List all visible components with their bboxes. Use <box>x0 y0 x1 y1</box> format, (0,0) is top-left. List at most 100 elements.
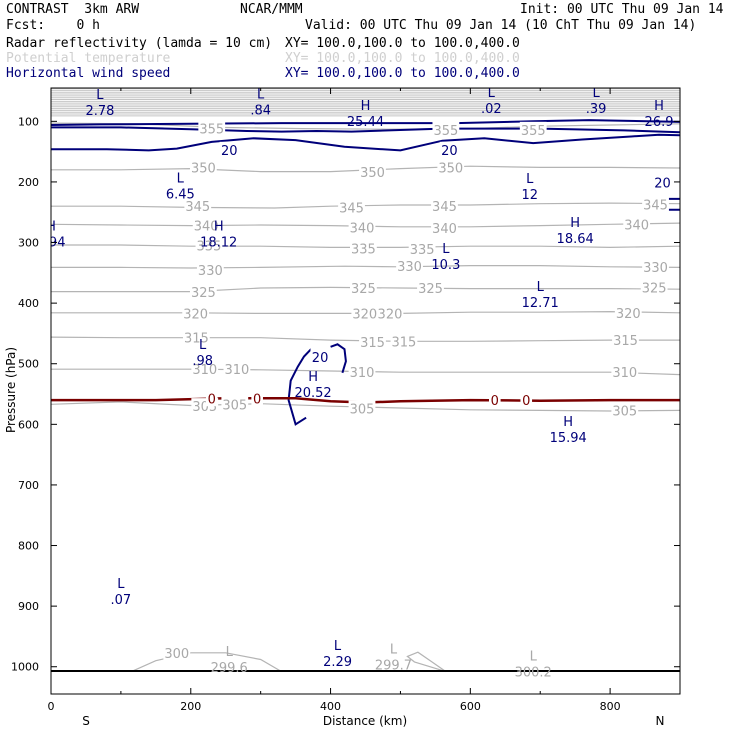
theta-label-300-bg <box>163 644 191 661</box>
theta-label-335-bg <box>408 241 436 258</box>
y-tick-label: 600 <box>18 418 39 431</box>
theta-label-320: 320 <box>378 307 403 322</box>
extremum-H-marker: H <box>654 99 664 114</box>
theta-label-305-bg <box>221 396 249 413</box>
field-name-reflectivity: Radar reflectivity (lamda = 10 cm) <box>6 36 273 51</box>
wind-label-20: 20 <box>312 351 329 366</box>
theta-label-325: 325 <box>418 282 443 297</box>
theta-label-350-bg <box>437 159 465 176</box>
x-tick-label: 800 <box>600 700 621 713</box>
theta-label-330: 330 <box>198 264 223 279</box>
extremum-L-marker: L <box>390 642 398 657</box>
theta-label-325: 325 <box>642 281 667 296</box>
extremum-L-value: .07 <box>111 593 132 608</box>
extremum-H-marker: H <box>563 415 573 430</box>
theta-contour-300 <box>406 651 447 673</box>
extremum-L-marker: L <box>488 86 496 101</box>
extremum-L-marker: L <box>177 172 185 187</box>
theta-label-340-bg <box>192 217 220 234</box>
wind-label-20-bg <box>439 141 459 158</box>
theta-label-330-bg <box>642 258 669 275</box>
extremum-L-value: 10.3 <box>431 258 460 273</box>
y-tick-label: 500 <box>18 358 39 371</box>
theta-label-350: 350 <box>360 166 385 181</box>
theta-label-355-bg <box>432 121 460 138</box>
wind-contour-20 <box>51 133 680 152</box>
extremum-L-marker: L <box>96 88 104 103</box>
theta-label-300: 300 <box>164 647 189 662</box>
extremum-L-marker: L <box>593 86 601 101</box>
theta-label-320: 320 <box>616 307 641 322</box>
x-tick-label: 600 <box>460 700 481 713</box>
field-name-wind: Horizontal wind speed <box>6 66 171 81</box>
theta-label-310-bg <box>223 361 251 378</box>
theta-label-305-bg <box>348 400 376 417</box>
theta-label-320: 320 <box>352 307 377 322</box>
extremum-H-value: 15.94 <box>550 431 587 446</box>
theta-label-345: 345 <box>339 201 364 216</box>
theta-label-310-bg <box>611 364 639 381</box>
theta-label-340: 340 <box>432 222 457 237</box>
theta-contour-300 <box>131 652 282 673</box>
center-label: NCAR/MMM <box>240 2 303 17</box>
extremum-H-marker: H <box>570 216 580 231</box>
theta-label-305: 305 <box>350 403 375 418</box>
extremum-H-value: 18.12 <box>200 235 237 250</box>
contour-labels: 355 355 355 350 350 350 345 345 345 345 340 340 340 3… <box>163 120 673 662</box>
theta-label-355: 355 <box>521 124 546 139</box>
y-tick-label: 200 <box>18 176 39 189</box>
x-tick-label: 200 <box>180 700 201 713</box>
y-tick-label: 1000 <box>11 661 39 674</box>
x-tick-label: 400 <box>320 700 341 713</box>
extremum-L-value: .02 <box>481 102 502 117</box>
theta-label-320-bg <box>182 305 210 322</box>
theta-label-330: 330 <box>397 260 422 275</box>
reflectivity-label-0-bg <box>520 392 533 409</box>
wind-label-20: 20 <box>441 144 458 159</box>
theta-label-340: 340 <box>624 218 649 233</box>
theta-label-315-bg <box>182 329 210 346</box>
field-xy-theta: XY= 100.0,100.0 to 100.0,400.0 <box>285 51 520 66</box>
theta-label-325-bg <box>417 279 444 296</box>
theta-label-330-bg <box>196 261 224 278</box>
field-name-theta: Potential temperature <box>6 51 171 66</box>
theta-label-350: 350 <box>191 161 216 176</box>
theta-label-325-bg <box>350 279 377 296</box>
theta-label-310-bg <box>191 361 219 378</box>
theta-label-310-bg <box>348 364 376 381</box>
wind-contour-20 <box>330 343 347 374</box>
extremum-L-marker: L <box>117 577 125 592</box>
theta-label-340: 340 <box>350 221 375 236</box>
theta-label-340-bg <box>348 219 376 236</box>
extremum-L-value: 299.7 <box>375 658 412 673</box>
extremum-H-marker: H <box>308 370 318 385</box>
theta-label-320-bg <box>614 304 642 321</box>
theta-label-355-bg <box>198 120 226 137</box>
wind-contour-20 <box>287 348 312 426</box>
theta-label-335-bg <box>195 237 223 254</box>
extremum-L-value: 300.2 <box>515 666 552 681</box>
extremum-L-marker: L <box>199 338 207 353</box>
extrema-markers: L2.78L.84 H25.44L.02L.39 H26.9L6.45L12H18.… <box>51 86 674 681</box>
x-tick-label: 0 <box>48 700 55 713</box>
theta-label-305: 305 <box>612 404 637 419</box>
wind-label-20-bg <box>310 349 330 366</box>
reflectivity-label-0-bg <box>488 392 501 409</box>
extremum-L-marker: L <box>257 87 265 102</box>
extremum-H-value: 20.52 <box>294 386 331 401</box>
model-title: CONTRAST 3km ARW <box>6 2 140 17</box>
theta-label-345-bg <box>184 198 212 215</box>
x-end-label-south: S <box>82 714 90 728</box>
extremum-L-value: 299.6 <box>211 661 248 676</box>
extremum-H-marker: H <box>361 99 371 114</box>
extremum-L-marker: L <box>226 645 234 660</box>
theta-contour-355 <box>51 122 680 130</box>
theta-label-325: 325 <box>351 282 376 297</box>
theta-label-315: 315 <box>184 332 209 347</box>
extremum-H-value: 26.9 <box>645 115 674 130</box>
theta-label-335-bg <box>350 240 377 257</box>
theta-label-325-bg <box>640 279 668 296</box>
extremum-L-value: 2.78 <box>85 104 114 119</box>
theta-label-310: 310 <box>192 363 217 378</box>
